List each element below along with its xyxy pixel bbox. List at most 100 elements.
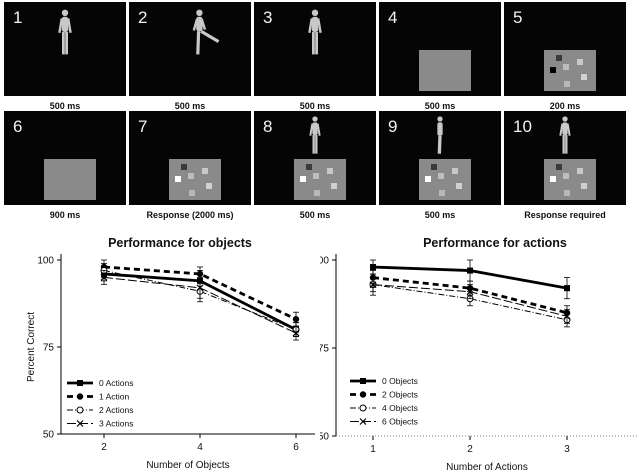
grid-object — [556, 55, 562, 61]
legend-label: 2 Actions — [99, 405, 134, 415]
grid-object — [563, 64, 569, 70]
panel-caption: Response (2000 ms) — [146, 210, 234, 220]
data-point — [564, 285, 570, 292]
object-grid — [544, 50, 596, 91]
legend-marker — [359, 404, 367, 412]
grid-object — [314, 190, 320, 196]
y-tick-label: 50 — [320, 432, 329, 443]
grid-object — [564, 190, 570, 196]
legend-label: 0 Objects — [382, 376, 418, 386]
human-figure-standing — [554, 115, 576, 160]
grid-object — [181, 164, 187, 170]
panel-number: 4 — [388, 8, 398, 27]
trial-panel-5: 5 — [504, 2, 626, 96]
data-point — [292, 315, 300, 323]
legend-label: 3 Actions — [99, 419, 134, 429]
grid-object — [327, 168, 333, 174]
x-tick-label: 2 — [467, 444, 473, 455]
legend-label: 0 Actions — [99, 378, 134, 388]
grid-object — [556, 164, 562, 170]
panel-number: 1 — [13, 8, 23, 27]
human-figure-kicking — [185, 8, 225, 61]
panel-caption: 500 ms — [299, 101, 331, 111]
panel-caption: 500 ms — [174, 101, 206, 111]
grid-object — [550, 67, 556, 73]
panel-number: 2 — [138, 8, 148, 27]
panel-caption: Response required — [524, 210, 606, 220]
object-grid — [294, 159, 346, 200]
x-tick-label: 6 — [293, 442, 299, 453]
trial-panel-6: 6 — [4, 111, 126, 205]
legend-marker — [77, 380, 83, 386]
legend-label: 6 Objects — [382, 417, 418, 427]
series-line-2 — [103, 269, 297, 331]
blank-grid — [419, 50, 471, 91]
y-tick-label: 50 — [43, 430, 55, 441]
grid-object — [175, 176, 181, 182]
y-axis-label: Percent Correct — [26, 312, 37, 382]
grid-object — [577, 59, 583, 65]
y-tick-label: 75 — [320, 344, 329, 355]
grid-object — [425, 176, 431, 182]
panel-number: 8 — [263, 117, 273, 136]
panel-number: 6 — [13, 117, 23, 136]
panel-caption: 500 ms — [424, 101, 456, 111]
y-tick-label: 100 — [320, 256, 329, 267]
panel-caption: 500 ms — [299, 210, 331, 220]
grid-object — [577, 168, 583, 174]
data-point — [563, 312, 571, 320]
grid-object — [306, 164, 312, 170]
grid-object — [550, 176, 556, 182]
grid-object — [300, 176, 306, 182]
data-point — [370, 264, 376, 271]
panel-caption: 900 ms — [49, 210, 81, 220]
panel-number: 7 — [138, 117, 148, 136]
data-point — [292, 329, 300, 337]
blank-grid — [44, 159, 96, 200]
object-grid — [169, 159, 221, 200]
y-tick-label: 100 — [37, 256, 54, 267]
panel-caption: 500 ms — [424, 210, 456, 220]
chart-title-objects: Performance for objects — [108, 236, 252, 250]
grid-object — [563, 173, 569, 179]
x-tick-label: 3 — [564, 444, 570, 455]
trial-panel-8: 8 — [254, 111, 376, 205]
grid-object — [202, 168, 208, 174]
human-figure-standing — [304, 115, 326, 160]
y-tick-label: 75 — [43, 343, 55, 354]
legend-label: 4 Objects — [382, 403, 418, 413]
panel-caption: 200 ms — [549, 101, 581, 111]
legend-marker — [359, 418, 367, 425]
trial-panel-4: 4 — [379, 2, 501, 96]
legend-marker — [76, 393, 84, 400]
trial-panel-10: 10 — [504, 111, 626, 205]
x-axis-label: Number of Objects — [146, 460, 229, 471]
grid-object — [313, 173, 319, 179]
grid-object — [431, 164, 437, 170]
trial-panel-1: 1 — [4, 2, 126, 96]
human-figure-standing — [304, 8, 326, 61]
panel-number: 3 — [263, 8, 273, 27]
legend-marker — [76, 406, 84, 414]
actions-performance-chart: 5075100123Number of ActionsPercent Corre… — [320, 254, 638, 473]
x-tick-label: 1 — [370, 444, 376, 455]
x-tick-label: 2 — [101, 442, 107, 453]
panel-number: 5 — [513, 8, 523, 27]
object-grid — [419, 159, 471, 200]
chart-title-actions: Performance for actions — [423, 236, 567, 250]
panel-caption: 500 ms — [49, 101, 81, 111]
grid-object — [439, 190, 445, 196]
grid-object — [564, 81, 570, 87]
grid-object — [456, 183, 462, 189]
legend-marker — [359, 391, 367, 398]
series-line-1 — [103, 265, 297, 321]
human-figure-standing — [54, 8, 76, 61]
grid-object — [206, 183, 212, 189]
data-point — [466, 288, 474, 296]
panel-number: 10 — [513, 117, 532, 136]
human-figure-side — [432, 115, 448, 160]
legend-label: 2 Objects — [382, 390, 418, 400]
data-point — [196, 284, 204, 292]
legend-marker — [76, 420, 84, 427]
grid-object — [331, 183, 337, 189]
